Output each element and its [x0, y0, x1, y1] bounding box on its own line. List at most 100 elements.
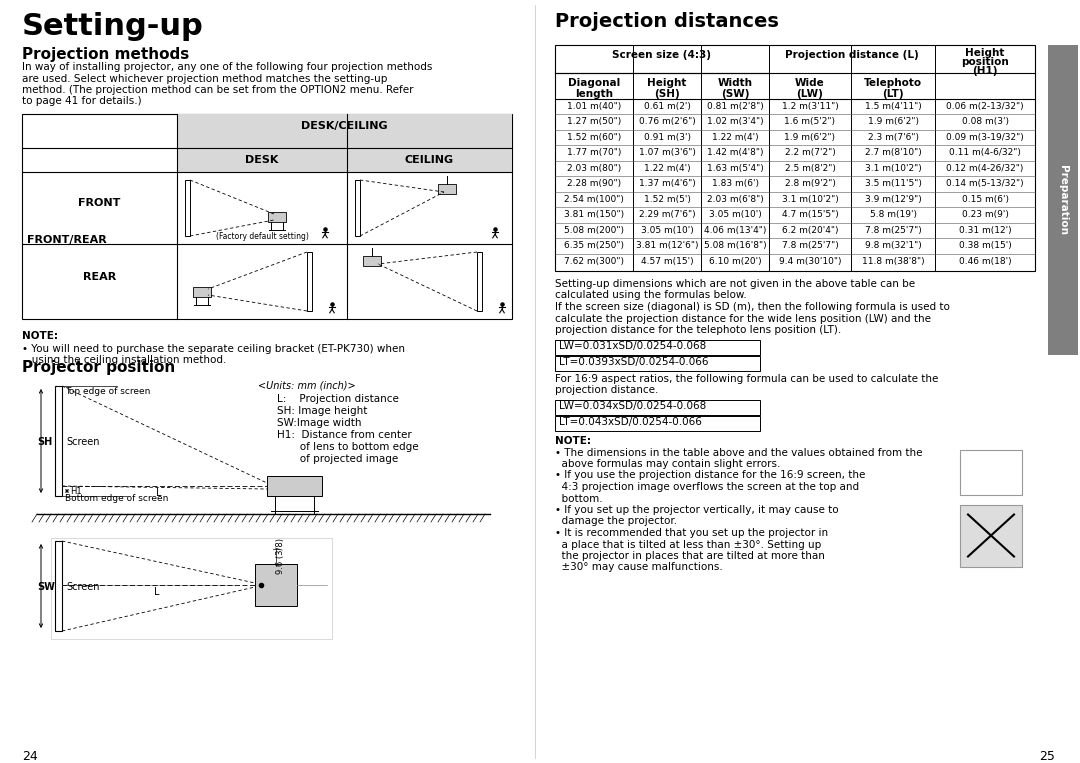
Text: Screen: Screen: [66, 582, 99, 592]
Text: 1.9 m(6'2"): 1.9 m(6'2"): [784, 133, 836, 142]
Text: 11.8 m(38'8"): 11.8 m(38'8"): [862, 257, 924, 266]
Bar: [438, 184, 456, 194]
Text: (LT): (LT): [882, 89, 904, 99]
Text: DESK/CEILING: DESK/CEILING: [301, 121, 388, 131]
Text: 2.8 m(9'2"): 2.8 m(9'2"): [784, 179, 836, 188]
Text: 2.2 m(7'2"): 2.2 m(7'2"): [785, 148, 835, 157]
Text: 1.07 m(3'6"): 1.07 m(3'6"): [638, 148, 696, 157]
Text: If the screen size (diagonal) is SD (m), then the following formula is used to: If the screen size (diagonal) is SD (m),…: [555, 302, 950, 312]
Text: 1.22 m(4'): 1.22 m(4'): [644, 164, 690, 173]
Text: • The dimensions in the table above and the values obtained from the: • The dimensions in the table above and …: [555, 448, 922, 458]
Text: 3.81 m(12'6"): 3.81 m(12'6"): [636, 241, 699, 250]
Text: Height: Height: [647, 78, 687, 88]
Text: 24: 24: [22, 750, 38, 763]
Text: 9.6 (3/8): 9.6 (3/8): [275, 538, 284, 574]
Bar: [193, 287, 211, 297]
Text: NOTE:: NOTE:: [555, 436, 591, 446]
Text: 0.81 m(2'8"): 0.81 m(2'8"): [706, 102, 764, 111]
Text: SW:Image width: SW:Image width: [276, 418, 362, 428]
Text: LW=0.031xSD/0.0254-0.068: LW=0.031xSD/0.0254-0.068: [559, 342, 706, 352]
Bar: [477, 252, 482, 311]
Text: L: L: [157, 488, 162, 498]
Bar: [51, 538, 332, 639]
Text: 3.05 m(10'): 3.05 m(10'): [708, 210, 761, 219]
Text: 2.03 m(80"): 2.03 m(80"): [567, 164, 621, 173]
Text: 0.38 m(15'): 0.38 m(15'): [959, 241, 1011, 250]
Text: Telephoto: Telephoto: [864, 78, 922, 88]
Text: 0.23 m(9'): 0.23 m(9'): [961, 210, 1009, 219]
Text: 3.1 m(10'2"): 3.1 m(10'2"): [865, 164, 921, 173]
Text: 2.7 m(8'10"): 2.7 m(8'10"): [865, 148, 921, 157]
Text: 2.29 m(7'6"): 2.29 m(7'6"): [638, 210, 696, 219]
Text: FRONT/REAR: FRONT/REAR: [27, 236, 107, 246]
Text: 2.5 m(8'2"): 2.5 m(8'2"): [784, 164, 836, 173]
Text: of lens to bottom edge: of lens to bottom edge: [276, 442, 419, 452]
Text: calculate the projection distance for the wide lens position (LW) and the: calculate the projection distance for th…: [555, 314, 931, 324]
Text: the projector in places that are tilted at more than: the projector in places that are tilted …: [555, 551, 825, 561]
Text: 1.77 m(70"): 1.77 m(70"): [567, 148, 621, 157]
Bar: [185, 180, 190, 236]
Text: 1.22 m(4'): 1.22 m(4'): [712, 133, 758, 142]
Text: 1.42 m(4'8"): 1.42 m(4'8"): [706, 148, 764, 157]
Text: 3.1 m(10'2"): 3.1 m(10'2"): [782, 195, 838, 204]
Text: 1.5 m(4'11"): 1.5 m(4'11"): [865, 102, 921, 111]
Bar: [355, 180, 360, 236]
Text: 1.52 m(60"): 1.52 m(60"): [567, 133, 621, 142]
Text: 0.46 m(18'): 0.46 m(18'): [959, 257, 1011, 266]
Text: SH: SH: [37, 437, 52, 447]
Text: FRONT: FRONT: [79, 198, 121, 208]
Text: Projection distance (L): Projection distance (L): [785, 50, 919, 60]
Text: 6.2 m(20'4"): 6.2 m(20'4"): [782, 226, 838, 235]
Text: H1:  Distance from center: H1: Distance from center: [276, 430, 411, 440]
Text: DESK: DESK: [245, 155, 279, 165]
Text: 9.4 m(30'10"): 9.4 m(30'10"): [779, 257, 841, 266]
Text: 1.6 m(5'2"): 1.6 m(5'2"): [784, 117, 836, 126]
Bar: [177, 148, 347, 172]
Text: Bottom edge of screen: Bottom edge of screen: [65, 494, 168, 503]
Text: bottom.: bottom.: [555, 494, 603, 504]
Text: calculated using the formulas below.: calculated using the formulas below.: [555, 291, 746, 301]
Text: REAR: REAR: [83, 272, 117, 282]
Text: 9.8 m(32'1"): 9.8 m(32'1"): [865, 241, 921, 250]
Text: SW: SW: [37, 582, 55, 592]
Bar: [268, 212, 286, 222]
Text: 25: 25: [1039, 750, 1055, 763]
Text: Wide: Wide: [795, 78, 825, 88]
Text: Diagonal: Diagonal: [568, 78, 620, 88]
Bar: [555, 400, 760, 414]
Text: 0.08 m(3'): 0.08 m(3'): [961, 117, 1009, 126]
Text: 5.8 m(19'): 5.8 m(19'): [869, 210, 917, 219]
Text: Projection methods: Projection methods: [22, 47, 189, 62]
Text: (SH): (SH): [654, 89, 680, 99]
Text: For 16:9 aspect ratios, the following formula can be used to calculate the: For 16:9 aspect ratios, the following fo…: [555, 374, 939, 384]
Text: Height: Height: [966, 48, 1004, 58]
Text: 0.15 m(6'): 0.15 m(6'): [961, 195, 1009, 204]
Text: 0.91 m(3'): 0.91 m(3'): [644, 133, 690, 142]
Text: are used. Select whichever projection method matches the setting-up: are used. Select whichever projection me…: [22, 73, 388, 83]
Text: above formulas may contain slight errors.: above formulas may contain slight errors…: [555, 459, 781, 469]
Text: 1.02 m(3'4"): 1.02 m(3'4"): [706, 117, 764, 126]
Text: 4.06 m(13'4"): 4.06 m(13'4"): [704, 226, 766, 235]
Text: Preparation: Preparation: [1058, 165, 1068, 235]
Bar: [555, 416, 760, 430]
Bar: [267, 476, 322, 496]
Text: (H1): (H1): [972, 66, 998, 76]
Text: 6.10 m(20'): 6.10 m(20'): [708, 257, 761, 266]
Bar: [363, 256, 381, 266]
Bar: [22, 114, 512, 319]
Text: 1.52 m(5'): 1.52 m(5'): [644, 195, 690, 204]
Text: 5.08 m(16'8"): 5.08 m(16'8"): [704, 241, 767, 250]
Bar: [307, 252, 312, 311]
Text: 7.8 m(25'7"): 7.8 m(25'7"): [782, 241, 838, 250]
Text: In way of installing projector, any one of the following four projection methods: In way of installing projector, any one …: [22, 62, 432, 72]
Text: LW=0.034xSD/0.0254-0.068: LW=0.034xSD/0.0254-0.068: [559, 401, 706, 411]
Text: 1.01 m(40"): 1.01 m(40"): [567, 102, 621, 111]
Text: 2.3 m(7'6"): 2.3 m(7'6"): [867, 133, 918, 142]
Text: 0.11 m(4-6/32"): 0.11 m(4-6/32"): [949, 148, 1021, 157]
Text: Projector position: Projector position: [22, 360, 175, 375]
Text: L:    Projection distance: L: Projection distance: [276, 394, 399, 404]
Bar: [555, 340, 760, 355]
Text: H1: H1: [70, 487, 82, 496]
Text: 4.57 m(15'): 4.57 m(15'): [640, 257, 693, 266]
Text: 3.5 m(11'5"): 3.5 m(11'5"): [865, 179, 921, 188]
